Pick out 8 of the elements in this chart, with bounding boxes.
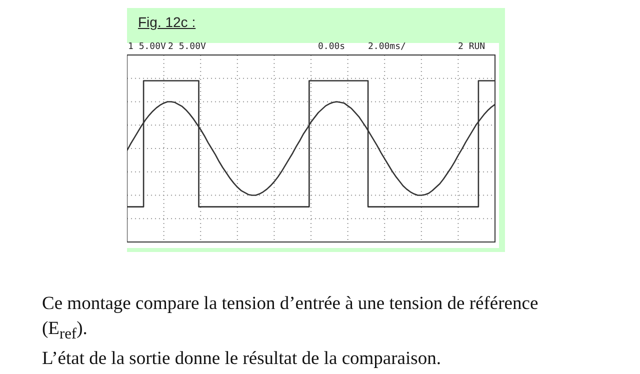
- text: L’état de la sortie donne le résultat de la comparaison.: [42, 348, 442, 371]
- text: 2 5.00V: [168, 42, 206, 52]
- text: 2.00ms/: [368, 42, 406, 52]
- text: 1 5.00V: [128, 42, 166, 52]
- text: Ce montage compare la tension d’entrée à une tension de référence (E$_{ref}$).: [42, 293, 540, 345]
- chart-title: Fig. 12c :: [138, 14, 196, 30]
- text: 0.00s: [318, 42, 346, 52]
- text: 2 RUN: [458, 42, 486, 52]
